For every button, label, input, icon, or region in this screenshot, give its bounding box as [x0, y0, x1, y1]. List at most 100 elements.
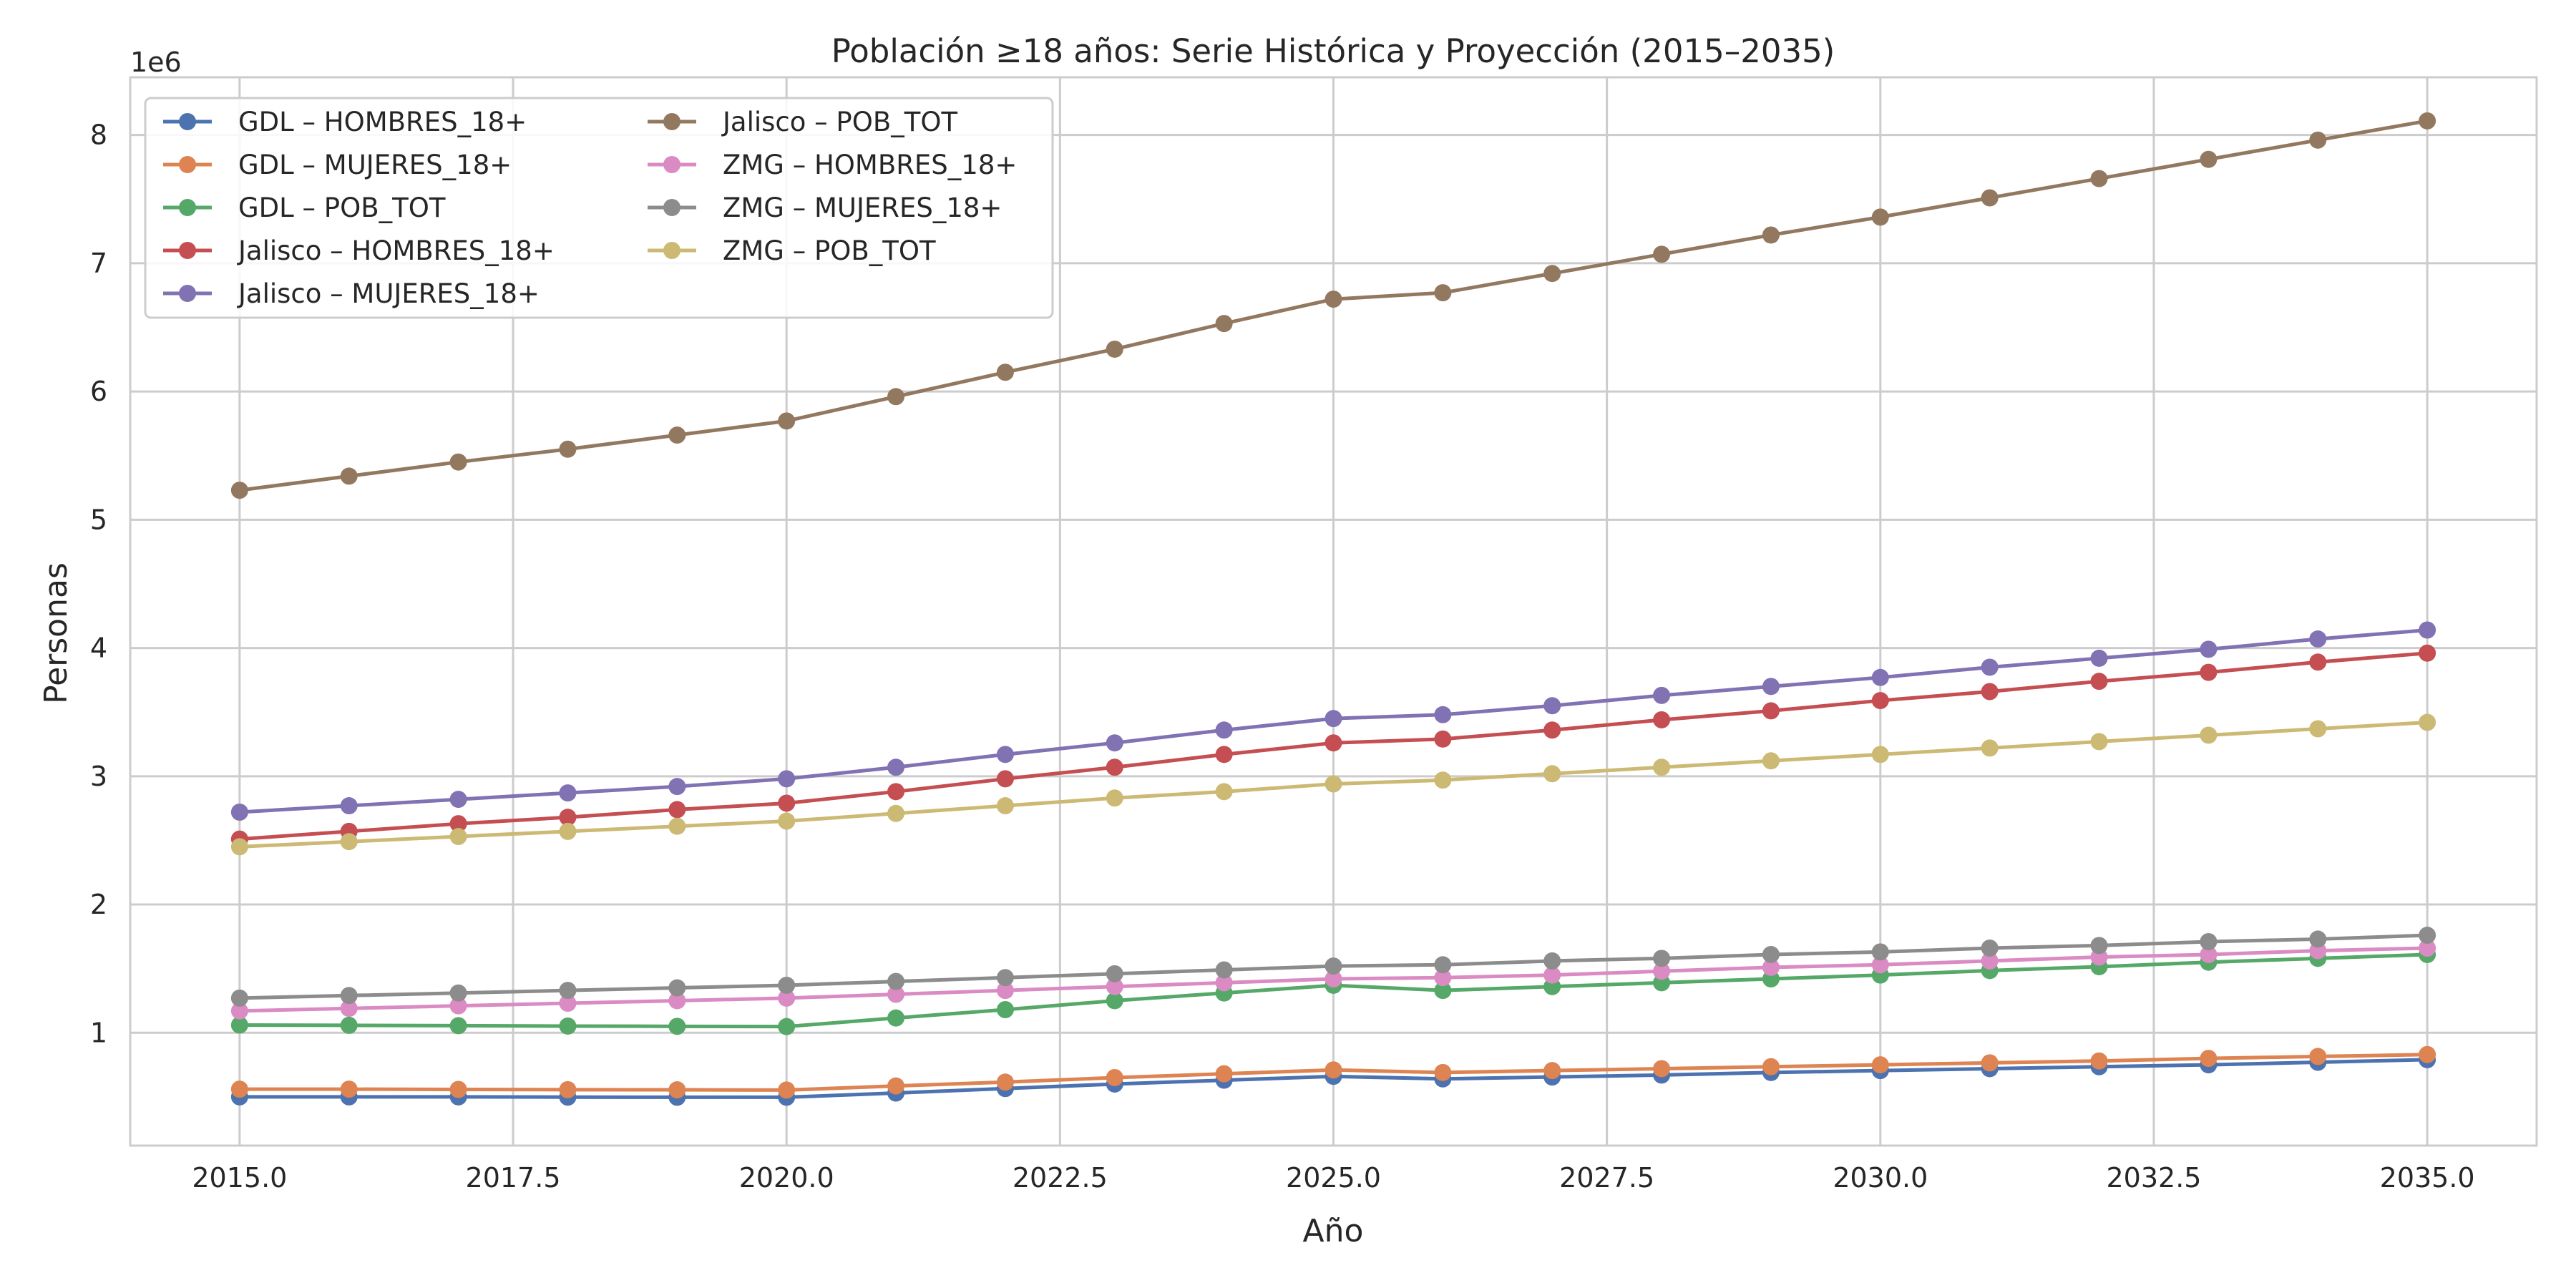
- data-point: [1324, 957, 1342, 975]
- legend-label: GDL – MUJERES_18+: [238, 150, 512, 180]
- data-point: [2419, 621, 2436, 639]
- data-point: [668, 817, 686, 835]
- y-tick-label: 6: [90, 376, 107, 407]
- data-point: [1106, 1069, 1123, 1087]
- data-point: [887, 972, 905, 990]
- legend-entry: Jalisco – HOMBRES_18+: [163, 235, 555, 266]
- data-point: [1106, 965, 1123, 982]
- data-point: [449, 984, 467, 1002]
- data-point: [1871, 956, 1889, 974]
- data-point: [1543, 952, 1561, 970]
- data-point: [778, 1018, 796, 1035]
- legend-label: ZMG – MUJERES_18+: [723, 192, 1002, 223]
- data-point: [2090, 733, 2108, 751]
- data-point: [2419, 939, 2436, 957]
- legend-box: [144, 97, 1054, 319]
- data-point: [340, 1000, 358, 1018]
- data-point: [1762, 226, 1780, 244]
- y-tick-label: 7: [90, 248, 107, 279]
- data-point: [1981, 683, 1999, 701]
- legend-entry: ZMG – HOMBRES_18+: [648, 150, 1017, 180]
- y-tick-label: 3: [90, 761, 107, 792]
- data-point: [1324, 710, 1342, 728]
- y-tick-label: 5: [90, 504, 107, 535]
- data-point: [1762, 678, 1780, 696]
- data-point: [2419, 713, 2436, 731]
- data-point: [1653, 245, 1671, 263]
- data-point: [340, 1080, 358, 1098]
- data-point: [340, 987, 358, 1005]
- data-point: [2200, 933, 2218, 951]
- data-point: [1871, 692, 1889, 710]
- data-point: [230, 1016, 248, 1034]
- x-tick-label: 2030.0: [1833, 1162, 1928, 1194]
- data-point: [1871, 943, 1889, 961]
- x-tick-label: 2020.0: [739, 1162, 834, 1194]
- legend-label: GDL – POB_TOT: [238, 192, 446, 223]
- data-point: [1762, 752, 1780, 770]
- data-point: [778, 1081, 796, 1099]
- data-point: [887, 1009, 905, 1027]
- data-point: [449, 1080, 467, 1098]
- data-point: [668, 1018, 686, 1035]
- data-point: [778, 812, 796, 830]
- data-point: [1871, 1056, 1889, 1074]
- y-axis-offset-label: 1e6: [130, 47, 182, 78]
- data-point: [1434, 771, 1452, 789]
- data-point: [1434, 956, 1452, 974]
- data-point: [778, 794, 796, 812]
- data-point: [2309, 1048, 2327, 1065]
- data-point: [1981, 658, 1999, 676]
- y-tick-label: 1: [90, 1017, 107, 1048]
- legend-label: ZMG – HOMBRES_18+: [723, 150, 1017, 180]
- series-group: [230, 939, 2436, 1020]
- data-point: [1106, 992, 1123, 1010]
- data-point: [1871, 746, 1889, 763]
- data-point: [2090, 673, 2108, 691]
- data-point: [668, 1081, 686, 1099]
- legend-marker: [179, 113, 196, 130]
- data-point: [996, 1073, 1014, 1091]
- x-tick-label: 2035.0: [2380, 1162, 2475, 1194]
- data-point: [1434, 730, 1452, 748]
- data-point: [996, 797, 1014, 815]
- data-point: [996, 770, 1014, 788]
- data-point: [1981, 1054, 1999, 1072]
- data-point: [1215, 1065, 1233, 1083]
- data-point: [230, 838, 248, 856]
- data-point: [2419, 644, 2436, 662]
- data-point: [996, 364, 1014, 381]
- legend-marker: [179, 242, 196, 259]
- legend-marker: [663, 199, 680, 216]
- data-point: [449, 828, 467, 846]
- data-point: [1762, 1058, 1780, 1075]
- y-tick-label: 8: [90, 119, 107, 151]
- tick-layer: 2015.0 2017.5 2020.0 2022.5 2025.0 2027.5 2030…: [90, 119, 2475, 1194]
- data-point: [559, 809, 577, 826]
- legend-entry: GDL – MUJERES_18+: [163, 150, 512, 180]
- y-axis-title: Personas: [38, 562, 74, 704]
- data-point: [340, 467, 358, 485]
- legend-entry: Jalisco – MUJERES_18+: [163, 278, 540, 309]
- plot-frame: [129, 76, 2538, 1147]
- data-point: [668, 778, 686, 796]
- data-point: [1434, 969, 1452, 987]
- data-point: [2090, 170, 2108, 187]
- data-point: [1762, 945, 1780, 963]
- data-point: [1981, 739, 1999, 757]
- data-point: [1434, 706, 1452, 723]
- x-tick-label: 2022.5: [1013, 1162, 1108, 1194]
- data-point: [1215, 315, 1233, 333]
- data-point: [2090, 649, 2108, 667]
- legend-entry: Jalisco – POB_TOT: [648, 107, 957, 137]
- legend-label: GDL – HOMBRES_18+: [238, 107, 527, 137]
- data-point: [668, 979, 686, 997]
- data-point: [1215, 746, 1233, 763]
- data-point: [1215, 783, 1233, 801]
- data-point: [1543, 721, 1561, 739]
- data-point: [1653, 962, 1671, 980]
- data-point: [887, 783, 905, 801]
- data-point: [2200, 1050, 2218, 1068]
- data-point: [1653, 950, 1671, 967]
- data-point: [1324, 775, 1342, 793]
